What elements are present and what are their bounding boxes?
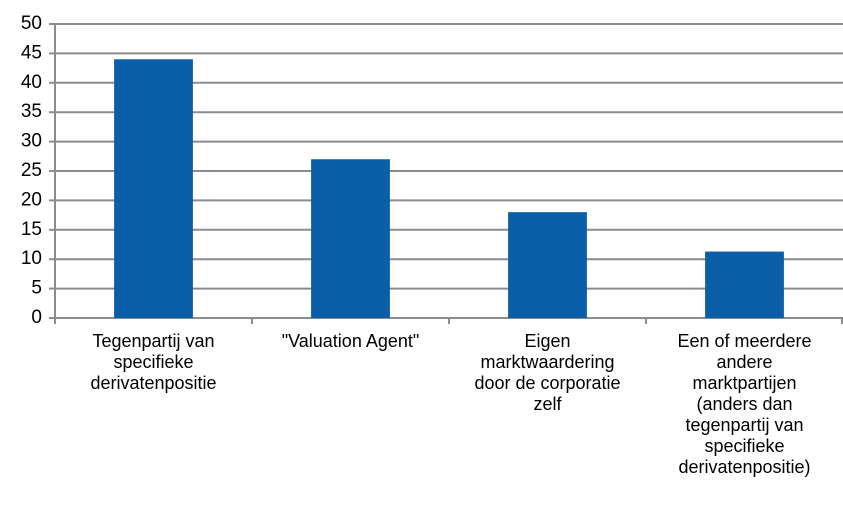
- y-tick-label: 25: [21, 160, 42, 181]
- bar: [705, 251, 784, 318]
- y-tick-label: 5: [31, 278, 42, 299]
- bar: [311, 159, 390, 318]
- y-tick-label: 50: [21, 13, 42, 34]
- x-tick-label: Tegenpartij van specifieke derivatenposi…: [90, 331, 217, 393]
- y-tick-label: 20: [21, 189, 42, 210]
- y-tick-label: 30: [21, 131, 42, 152]
- bar: [508, 212, 587, 318]
- y-tick-label: 10: [21, 248, 42, 269]
- y-tick-label: 0: [31, 307, 42, 328]
- y-tick-label: 15: [21, 219, 42, 240]
- x-tick-label: "Valuation Agent": [281, 331, 420, 351]
- x-tick-label: Een of meerdere andere marktpartijen (an…: [677, 331, 812, 477]
- y-tick-label: 35: [21, 101, 42, 122]
- y-tick-label: 45: [21, 42, 42, 63]
- x-tick-label: Eigen marktwaardering door de corporatie…: [474, 331, 621, 414]
- bar: [114, 59, 193, 318]
- y-tick-label: 40: [21, 72, 42, 93]
